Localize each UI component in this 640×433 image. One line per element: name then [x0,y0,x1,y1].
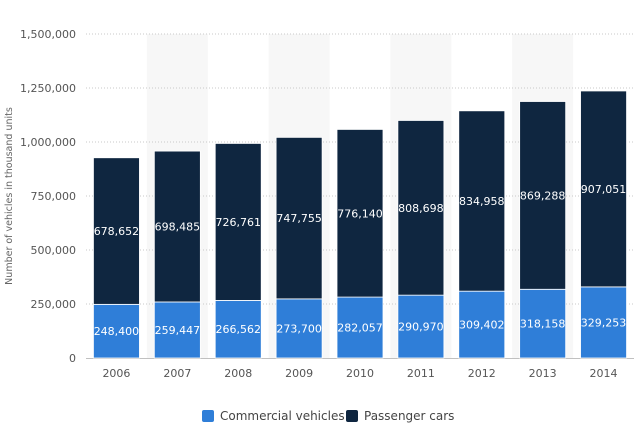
bar-value-label: 678,652 [94,225,140,238]
bar-value-label: 698,485 [155,221,201,234]
bar-value-label: 266,562 [215,323,261,336]
bar-passenger-2014 [580,90,627,288]
x-tick-label: 2014 [590,367,618,380]
bar-passenger-2012 [458,110,506,292]
x-tick-label: 2007 [163,367,191,380]
bar-value-label: 248,400 [94,325,140,338]
legend-label-passenger[interactable]: Passenger cars [364,409,454,423]
y-tick-label: 250,000 [31,298,77,311]
bar-commercial-2008 [214,300,262,359]
y-tick-label: 1,250,000 [20,82,76,95]
bar-commercial-2007 [153,301,201,359]
y-axis-ticks: 0 250,000 500,000 750,000 1,000,000 1,250,000… [20,28,76,365]
legend-label-commercial[interactable]: Commercial vehicles [220,409,345,423]
bar-value-label: 273,700 [276,322,322,335]
bar-passenger-2007 [153,150,201,303]
bar-value-label: 318,158 [520,318,566,331]
bar-value-labels: 248,400 678,652 259,447 698,485 266,562 726,7… [94,183,627,338]
bar-value-label: 747,755 [276,212,322,225]
bar-value-label: 834,958 [459,195,505,208]
bar-value-label: 907,051 [581,183,627,196]
bar-value-label: 309,402 [459,319,505,332]
legend-swatch-commercial [202,410,214,422]
bar-commercial-2012 [458,290,506,359]
bar-value-label: 776,140 [337,207,383,220]
bar-value-label: 290,970 [398,321,444,334]
bar-commercial-2010 [336,296,384,359]
bars [93,90,627,359]
bar-passenger-2013 [519,101,567,290]
bar-passenger-2011 [397,120,445,296]
x-tick-label: 2010 [346,367,374,380]
x-tick-label: 2009 [285,367,313,380]
x-axis-ticks: 2006 2007 2008 2009 2010 2011 2012 2013 2014 [102,367,617,380]
bar-passenger-2006 [93,157,140,305]
y-tick-label: 1,000,000 [20,136,76,149]
y-tick-label: 1,500,000 [20,28,76,41]
bar-passenger-2008 [214,143,262,301]
bar-commercial-2014 [580,286,627,359]
y-tick-label: 750,000 [31,190,77,203]
x-tick-label: 2006 [102,367,130,380]
bar-value-label: 726,761 [215,216,261,229]
x-tick-label: 2011 [407,367,435,380]
x-tick-label: 2012 [468,367,496,380]
bar-value-label: 808,698 [398,202,444,215]
legend-swatch-passenger [346,410,358,422]
bar-value-label: 329,253 [581,316,627,329]
bar-commercial-2013 [519,288,567,359]
y-tick-label: 500,000 [31,244,77,257]
x-tick-label: 2013 [529,367,557,380]
y-tick-label: 0 [69,352,76,365]
x-tick-label: 2008 [224,367,252,380]
y-axis-label: Number of vehicles in thousand units [4,107,15,285]
bar-commercial-2006 [93,303,140,359]
bar-value-label: 282,057 [337,322,383,335]
bar-passenger-2010 [336,129,384,298]
legend: Commercial vehicles Passenger cars [202,409,454,423]
bar-value-label: 259,447 [155,324,201,337]
bar-value-label: 869,288 [520,189,566,202]
bar-passenger-2009 [275,136,323,300]
